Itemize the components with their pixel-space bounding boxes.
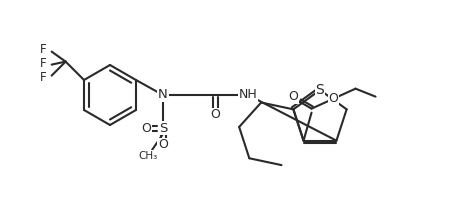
Text: O: O	[158, 139, 168, 152]
Text: CH₃: CH₃	[138, 151, 158, 161]
Text: O: O	[288, 90, 299, 103]
Text: F: F	[41, 57, 47, 70]
Text: F: F	[41, 71, 47, 84]
Text: NH: NH	[239, 89, 257, 102]
Text: O: O	[210, 109, 220, 122]
Text: O: O	[141, 122, 151, 134]
Text: N: N	[158, 89, 168, 102]
Text: F: F	[41, 43, 47, 56]
Text: S: S	[159, 122, 167, 134]
Text: O: O	[329, 92, 338, 105]
Text: S: S	[315, 83, 324, 97]
